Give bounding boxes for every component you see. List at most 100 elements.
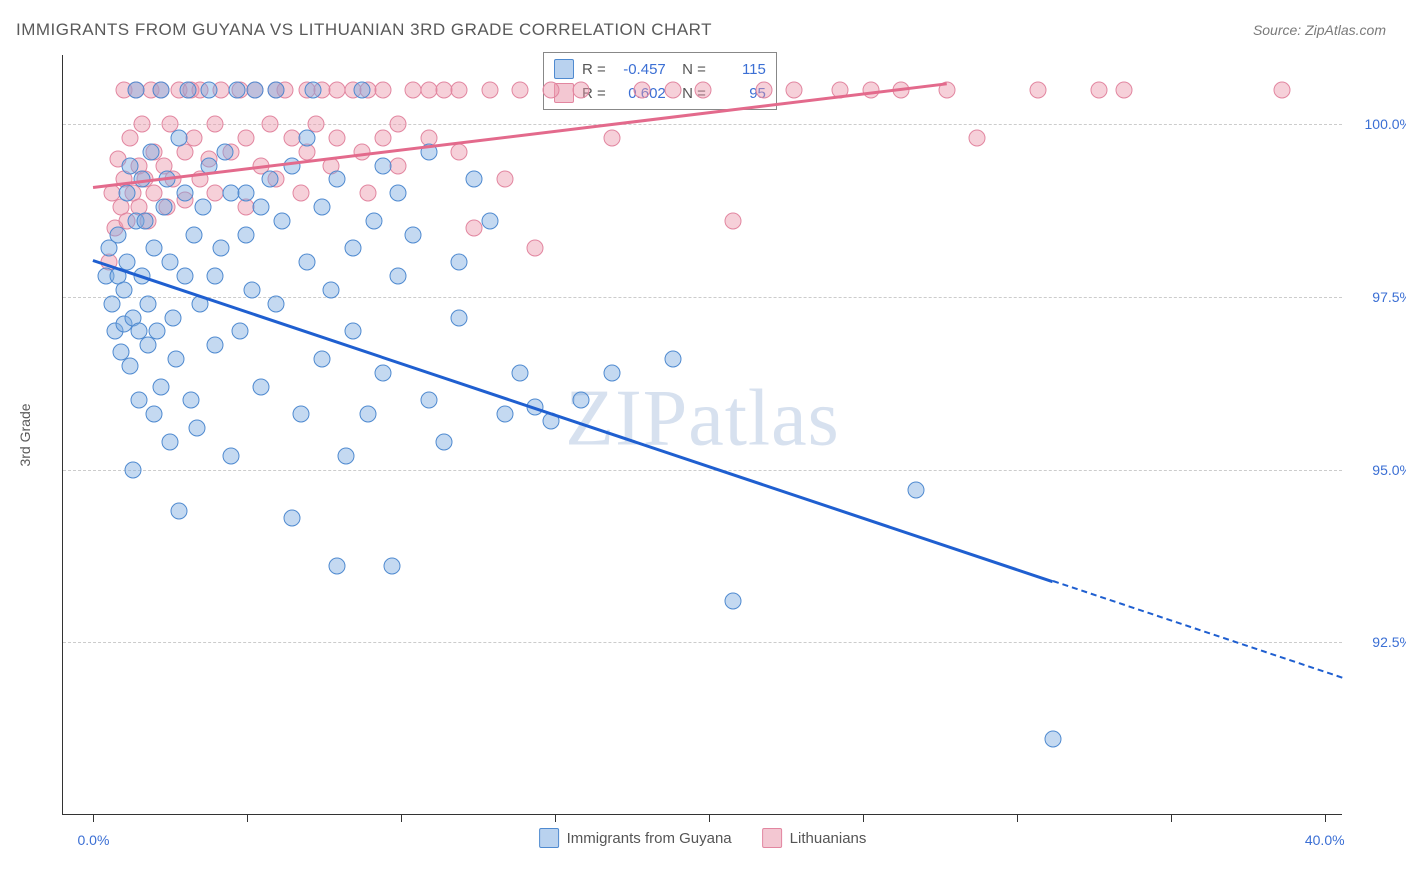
- gridline: [63, 642, 1342, 643]
- x-tick: [1017, 814, 1018, 822]
- scatter-point: [247, 81, 264, 98]
- scatter-point: [695, 81, 712, 98]
- scatter-point: [170, 503, 187, 520]
- scatter-point: [496, 406, 513, 423]
- scatter-point: [292, 406, 309, 423]
- scatter-point: [1115, 81, 1132, 98]
- scatter-point: [222, 447, 239, 464]
- scatter-point: [634, 81, 651, 98]
- scatter-point: [131, 392, 148, 409]
- y-tick-label: 100.0%: [1352, 116, 1406, 132]
- scatter-point: [329, 558, 346, 575]
- scatter-point: [207, 268, 224, 285]
- y-tick-label: 92.5%: [1352, 634, 1406, 650]
- scatter-point: [216, 143, 233, 160]
- scatter-point: [481, 81, 498, 98]
- x-tick: [247, 814, 248, 822]
- scatter-point: [435, 433, 452, 450]
- legend-row: R =-0.457 N =115: [554, 57, 766, 81]
- chart-title: IMMIGRANTS FROM GUYANA VS LITHUANIAN 3RD…: [16, 20, 712, 40]
- scatter-point: [466, 171, 483, 188]
- scatter-point: [755, 81, 772, 98]
- scatter-point: [359, 185, 376, 202]
- x-tick: [1171, 814, 1172, 822]
- x-tick: [93, 814, 94, 822]
- legend-swatch: [762, 828, 782, 848]
- scatter-point: [143, 143, 160, 160]
- scatter-point: [237, 185, 254, 202]
- scatter-point: [152, 378, 169, 395]
- scatter-point: [375, 81, 392, 98]
- source-attribution: Source: ZipAtlas.com: [1253, 22, 1386, 38]
- scatter-point: [268, 81, 285, 98]
- scatter-point: [207, 116, 224, 133]
- scatter-point: [329, 129, 346, 146]
- scatter-point: [140, 295, 157, 312]
- scatter-point: [512, 81, 529, 98]
- scatter-point: [573, 392, 590, 409]
- regression-line: [93, 83, 947, 189]
- scatter-point: [451, 309, 468, 326]
- scatter-point: [186, 129, 203, 146]
- scatter-point: [274, 212, 291, 229]
- scatter-point: [603, 364, 620, 381]
- legend-swatch: [554, 59, 574, 79]
- scatter-point: [542, 81, 559, 98]
- x-tick: [555, 814, 556, 822]
- scatter-point: [481, 212, 498, 229]
- scatter-point: [725, 212, 742, 229]
- legend-item: Lithuanians: [762, 828, 867, 848]
- x-tick: [401, 814, 402, 822]
- scatter-point: [119, 185, 136, 202]
- scatter-point: [384, 558, 401, 575]
- x-tick: [863, 814, 864, 822]
- scatter-point: [353, 81, 370, 98]
- scatter-point: [176, 268, 193, 285]
- regression-line: [1053, 580, 1343, 679]
- scatter-point: [268, 295, 285, 312]
- scatter-point: [405, 226, 422, 243]
- scatter-point: [201, 81, 218, 98]
- scatter-point: [323, 281, 340, 298]
- scatter-point: [122, 157, 139, 174]
- scatter-point: [344, 240, 361, 257]
- legend-label: Lithuanians: [790, 830, 867, 847]
- scatter-point: [298, 129, 315, 146]
- scatter-point: [390, 185, 407, 202]
- scatter-point: [213, 240, 230, 257]
- scatter-point: [375, 129, 392, 146]
- scatter-point: [496, 171, 513, 188]
- scatter-point: [161, 433, 178, 450]
- x-tick-label: 40.0%: [1305, 832, 1345, 848]
- scatter-point: [969, 129, 986, 146]
- scatter-point: [195, 199, 212, 216]
- scatter-point: [862, 81, 879, 98]
- scatter-point: [237, 129, 254, 146]
- scatter-point: [183, 392, 200, 409]
- scatter-point: [329, 171, 346, 188]
- scatter-point: [298, 254, 315, 271]
- scatter-point: [128, 81, 145, 98]
- scatter-point: [283, 157, 300, 174]
- scatter-point: [375, 157, 392, 174]
- scatter-point: [115, 281, 132, 298]
- scatter-point: [134, 116, 151, 133]
- plot-area: 3rd Grade ZIPatlas R =-0.457 N =115R =0.…: [62, 55, 1342, 815]
- watermark-bold: ZIP: [565, 375, 688, 463]
- scatter-point: [314, 351, 331, 368]
- scatter-point: [170, 129, 187, 146]
- scatter-point: [228, 81, 245, 98]
- scatter-point: [359, 406, 376, 423]
- scatter-point: [149, 323, 166, 340]
- scatter-point: [243, 281, 260, 298]
- scatter-point: [338, 447, 355, 464]
- scatter-point: [365, 212, 382, 229]
- series-legend: Immigrants from GuyanaLithuanians: [539, 828, 867, 848]
- gridline: [63, 124, 1342, 125]
- scatter-point: [314, 199, 331, 216]
- scatter-point: [122, 357, 139, 374]
- scatter-point: [262, 171, 279, 188]
- scatter-point: [152, 81, 169, 98]
- scatter-point: [1274, 81, 1291, 98]
- scatter-point: [179, 81, 196, 98]
